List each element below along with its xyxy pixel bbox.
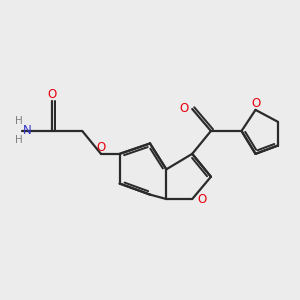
Text: H: H [15, 136, 23, 146]
Text: O: O [251, 97, 260, 110]
Text: O: O [197, 193, 206, 206]
Text: H: H [15, 116, 23, 127]
Text: O: O [179, 103, 188, 116]
Text: N: N [22, 124, 31, 137]
Text: O: O [47, 88, 56, 101]
Text: O: O [96, 141, 106, 154]
